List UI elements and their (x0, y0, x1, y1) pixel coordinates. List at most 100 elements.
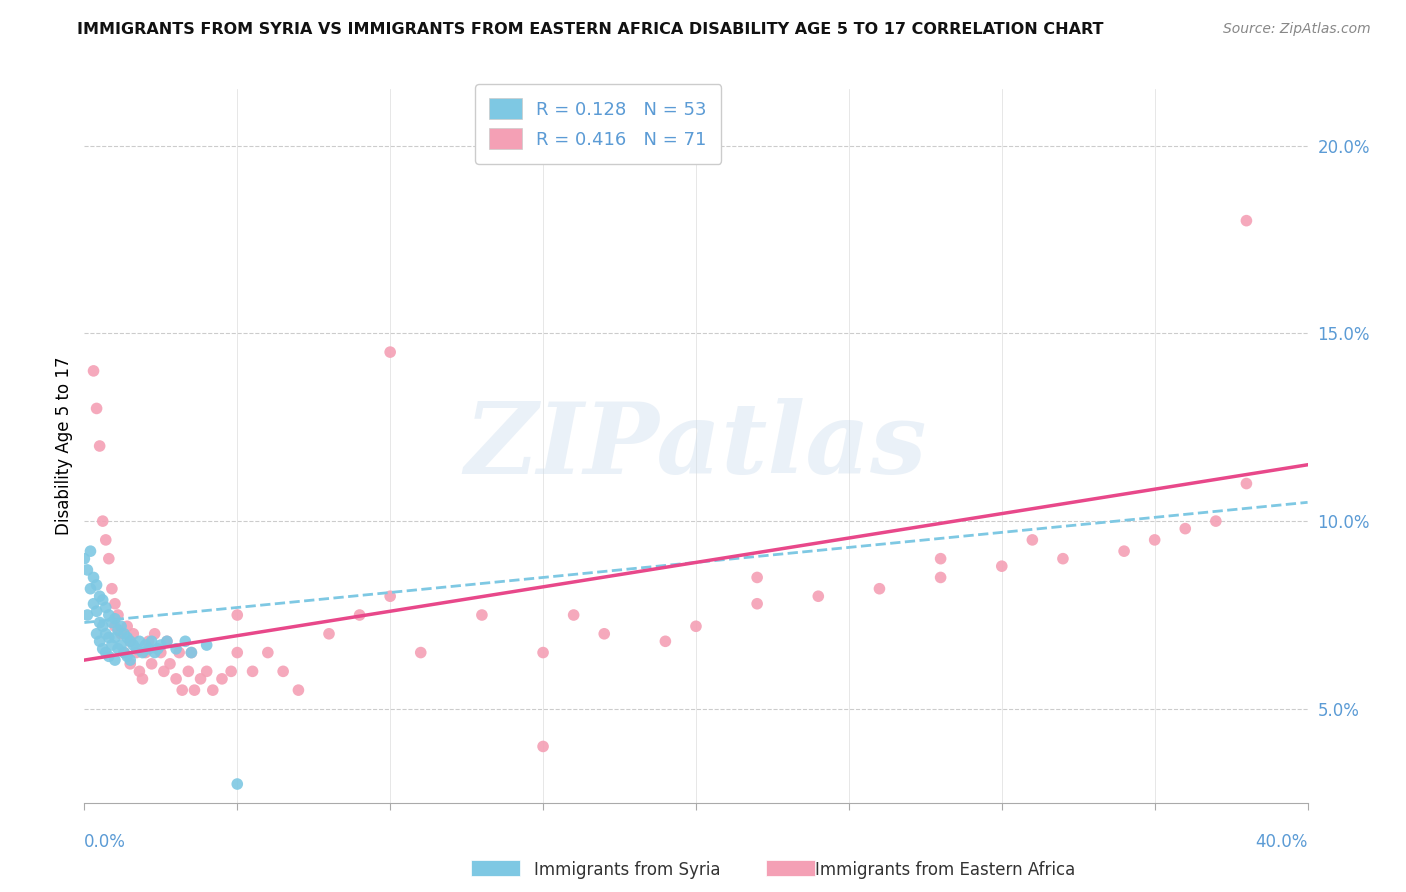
Point (807, 589, 830, 603)
Point (271, 665, 294, 679)
Text: IMMIGRANTS FROM SYRIA VS IMMIGRANTS FROM EASTERN AFRICA DISABILITY AGE 5 TO 17 C: IMMIGRANTS FROM SYRIA VS IMMIGRANTS FROM… (77, 22, 1104, 37)
Point (149, 646, 172, 660)
Point (83, 570, 105, 584)
Point (156, 634, 179, 648)
Point (380, 589, 402, 603)
Point (172, 683, 194, 698)
Point (349, 607, 371, 622)
Text: ZIPatlas: ZIPatlas (465, 398, 927, 494)
Legend: R = 0.128   N = 53, R = 0.416   N = 71: R = 0.128 N = 53, R = 0.416 N = 71 (475, 84, 721, 163)
Y-axis label: Disability Age 5 to 17: Disability Age 5 to 17 (55, 357, 73, 535)
Point (219, 665, 242, 679)
Point (107, 623, 129, 637)
Point (165, 672, 187, 686)
Point (195, 665, 218, 679)
Point (1174, 522, 1197, 536)
Point (83, 364, 105, 378)
Point (91, 593, 114, 607)
Point (97, 649, 120, 664)
Point (104, 619, 127, 633)
Point (89, 634, 111, 648)
Point (143, 627, 166, 641)
Point (120, 657, 142, 671)
Text: Immigrants from Syria: Immigrants from Syria (534, 861, 721, 879)
Point (929, 570, 952, 584)
Point (73, 551, 96, 566)
Point (190, 672, 212, 686)
Point (201, 683, 224, 698)
Point (86, 627, 108, 641)
Point (131, 672, 153, 686)
Point (531, 739, 554, 754)
Point (104, 631, 127, 645)
Point (242, 665, 264, 679)
Point (112, 646, 135, 660)
Text: Immigrants from Eastern Africa: Immigrants from Eastern Africa (815, 861, 1076, 879)
Point (409, 646, 432, 660)
Point (180, 646, 202, 660)
Point (183, 683, 205, 698)
Point (287, 683, 309, 698)
Point (531, 646, 554, 660)
Point (141, 657, 163, 671)
Point (101, 582, 124, 596)
Point (97, 607, 120, 622)
Point (138, 641, 160, 656)
Point (122, 638, 145, 652)
Point (211, 672, 233, 686)
Point (593, 627, 616, 641)
Point (89, 439, 111, 453)
Point (226, 607, 249, 622)
Point (257, 646, 280, 660)
Point (1236, 213, 1258, 227)
Point (91, 619, 114, 633)
Point (101, 638, 124, 652)
Point (115, 631, 138, 645)
Point (1021, 533, 1043, 547)
Point (94, 646, 117, 660)
Point (79, 544, 101, 558)
Point (79, 582, 101, 596)
Point (747, 570, 769, 584)
Point (747, 597, 769, 611)
Point (91, 641, 114, 656)
Point (318, 627, 340, 641)
Point (167, 646, 190, 660)
Point (115, 619, 138, 633)
Point (180, 646, 202, 660)
Point (120, 653, 142, 667)
Point (1114, 544, 1136, 558)
Point (1052, 551, 1074, 566)
Text: 40.0%: 40.0% (1256, 833, 1308, 851)
Point (104, 653, 127, 667)
Point (107, 641, 129, 656)
Point (146, 641, 169, 656)
Point (94, 600, 117, 615)
Text: 0.0%: 0.0% (84, 833, 127, 851)
Point (97, 551, 120, 566)
Point (115, 649, 138, 664)
Point (174, 634, 197, 648)
Point (112, 646, 135, 660)
Point (97, 631, 120, 645)
Point (1205, 514, 1227, 528)
Point (89, 589, 111, 603)
Point (122, 627, 145, 641)
Point (177, 665, 200, 679)
Point (104, 612, 127, 626)
Point (76, 563, 98, 577)
Point (94, 627, 117, 641)
Point (112, 627, 135, 641)
Text: Source: ZipAtlas.com: Source: ZipAtlas.com (1223, 22, 1371, 37)
Point (110, 619, 132, 633)
Point (143, 646, 166, 660)
Point (125, 646, 148, 660)
Point (110, 638, 132, 652)
Point (86, 401, 108, 416)
Point (107, 607, 129, 622)
Point (1236, 476, 1258, 491)
Point (1143, 533, 1166, 547)
Point (141, 634, 163, 648)
Point (991, 559, 1014, 574)
Point (86, 578, 108, 592)
